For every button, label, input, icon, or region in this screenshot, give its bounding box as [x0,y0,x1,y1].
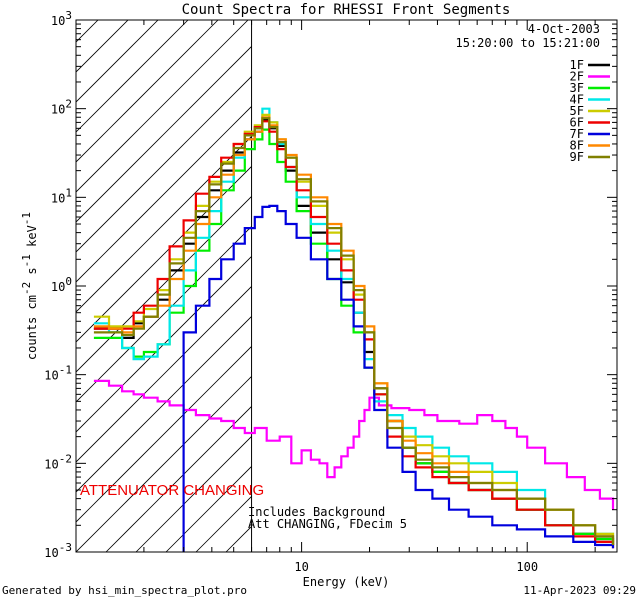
chart-date: 4-Oct-2003 [528,22,600,36]
series-line-7F [182,204,615,552]
attenuator-annotation: ATTENUATOR CHANGING [80,482,264,499]
legend-label-3F: 3F [570,81,584,95]
legend-label-1F: 1F [570,58,584,72]
y-tick-label-1e0: 100 [51,275,72,294]
legend-label-4F: 4F [570,93,584,107]
legend-label-6F: 6F [570,116,584,130]
footer-generated-by: Generated by hsi_min_spectra_plot.pro [2,584,247,597]
legend-label-8F: 8F [570,139,584,153]
y-tick-label-1e-3: 10-3 [44,541,72,560]
x-tick-label-10: 10 [294,560,308,574]
chart-title: Count Spectra for RHESSI Front Segments [182,2,511,18]
background-note: Includes Background [248,505,385,519]
y-tick-label-1e1: 101 [51,186,72,205]
series-line-9F [93,117,615,545]
legend-label-5F: 5F [570,104,584,118]
series-line-2F [93,379,615,510]
legend-label-2F: 2F [570,70,584,84]
y-tick-label-1e-1: 10-1 [44,364,72,383]
y-tick-label-1e-2: 10-2 [44,452,72,471]
legend-label-7F: 7F [570,127,584,141]
attenuator-note: Att CHANGING, FDecim 5 [248,517,407,531]
legend-label-9F: 9F [570,150,584,164]
footer-generated-date: 11-Apr-2023 09:29 [523,584,636,597]
y-tick-label-1e3: 103 [51,9,72,28]
y-tick-label-1e2: 102 [51,98,72,117]
x-tick-label-100: 100 [516,560,538,574]
chart-time-range: 15:20:00 to 15:21:00 [456,36,601,50]
axis-ticks [76,19,617,553]
x-axis-label: Energy (keV) [303,575,390,589]
hatched-region [76,20,252,552]
series-line-5F [93,113,615,542]
y-axis-label: counts cm-2 s-1 keV-1 [20,212,39,360]
